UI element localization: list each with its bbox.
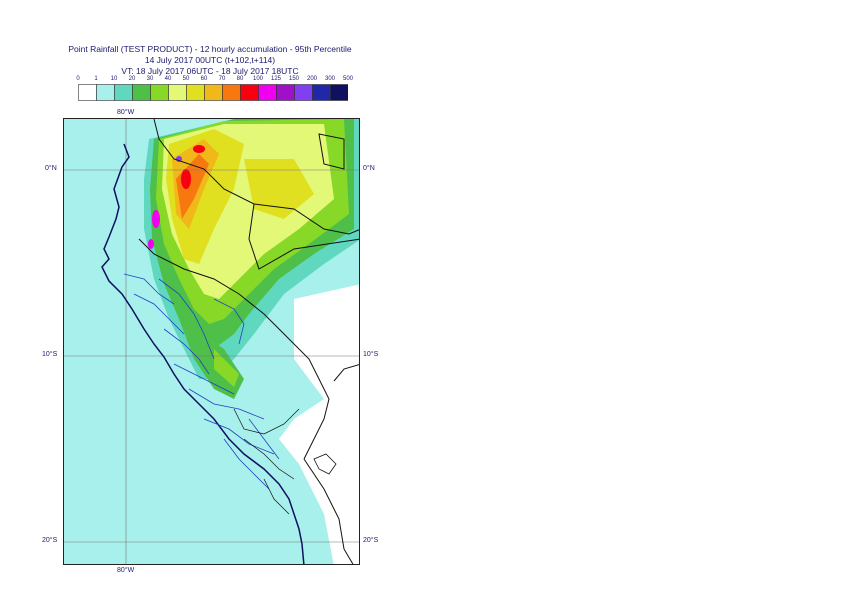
- legend-threshold-label: 30: [146, 76, 154, 82]
- legend-threshold-label: 50: [182, 76, 190, 82]
- latitude-label-left: 20°S: [42, 537, 58, 544]
- legend-color-box: [240, 84, 259, 101]
- legend-threshold-label: 125: [270, 76, 282, 82]
- legend-threshold-label: 80: [236, 76, 244, 82]
- legend-color-box: [132, 84, 151, 101]
- legend-color-box: [204, 84, 223, 101]
- regional-boundaries: [123, 273, 280, 490]
- legend-color-box: [78, 84, 97, 101]
- country-border: [138, 238, 330, 460]
- rainfall-band-yellow-east: [244, 159, 314, 219]
- legend-threshold-label: 0: [76, 76, 80, 82]
- dry-region-east: [279, 284, 359, 564]
- rainfall-core-red: [193, 145, 205, 153]
- legend-color-box: [114, 84, 133, 101]
- legend-color-box: [258, 84, 277, 101]
- legend-color-box: [150, 84, 169, 101]
- legend-threshold-label: 100: [252, 76, 264, 82]
- legend-color-box: [186, 84, 205, 101]
- legend-color-box: [294, 84, 313, 101]
- latitude-label-right: 10°S: [363, 351, 379, 358]
- map-subtitle-validity: VT: 18 July 2017 06UTC - 18 July 2017 18…: [121, 66, 299, 76]
- country-border: [333, 364, 359, 382]
- rainfall-core-red: [181, 169, 191, 189]
- legend-threshold-label: 70: [218, 76, 226, 82]
- legend-threshold-label: 20: [128, 76, 136, 82]
- legend-color-box: [168, 84, 187, 101]
- legend-threshold-label: 60: [200, 76, 208, 82]
- lake-titicaca: [313, 453, 337, 475]
- legend-threshold-label: 40: [164, 76, 172, 82]
- legend-threshold-label: 200: [306, 76, 318, 82]
- legend-color-box: [330, 84, 348, 101]
- country-border: [153, 119, 359, 235]
- rainfall-field-southwest: [64, 439, 173, 564]
- rainfall-band-lime-south: [214, 349, 239, 387]
- latitude-label-left: 0°N: [45, 165, 57, 172]
- map-subtitle-init: 14 July 2017 00UTC (t+102,t+114): [144, 55, 276, 65]
- map-panel: [63, 118, 360, 565]
- longitude-label-top: 80°W: [117, 109, 135, 116]
- map-title: Point Rainfall (TEST PRODUCT) - 12 hourl…: [68, 44, 352, 54]
- legend-color-box: [222, 84, 241, 101]
- country-border: [303, 458, 354, 564]
- legend-threshold-label: 1: [94, 76, 98, 82]
- legend-threshold-label: 300: [324, 76, 336, 82]
- legend-threshold-label: 10: [110, 76, 118, 82]
- latitude-label-right: 20°S: [363, 537, 379, 544]
- rainfall-map: [64, 119, 359, 564]
- latitude-label-right: 0°N: [363, 165, 375, 172]
- internal-boundaries: [233, 408, 300, 515]
- legend-color-box: [276, 84, 295, 101]
- legend-color-box: [96, 84, 115, 101]
- rainfall-core-magenta: [152, 210, 160, 228]
- country-border: [318, 133, 345, 170]
- longitude-label-bottom: 80°W: [117, 567, 135, 574]
- coastline: [101, 143, 305, 564]
- legend-colorbar: [78, 84, 348, 101]
- legend-color-box: [312, 84, 331, 101]
- rainfall-core-magenta: [148, 239, 154, 249]
- latitude-label-left: 10°S: [42, 351, 58, 358]
- legend-threshold-label: 500: [342, 76, 354, 82]
- legend-threshold-label: 150: [288, 76, 300, 82]
- country-border: [248, 203, 359, 270]
- rainfall-field-west: [64, 174, 124, 309]
